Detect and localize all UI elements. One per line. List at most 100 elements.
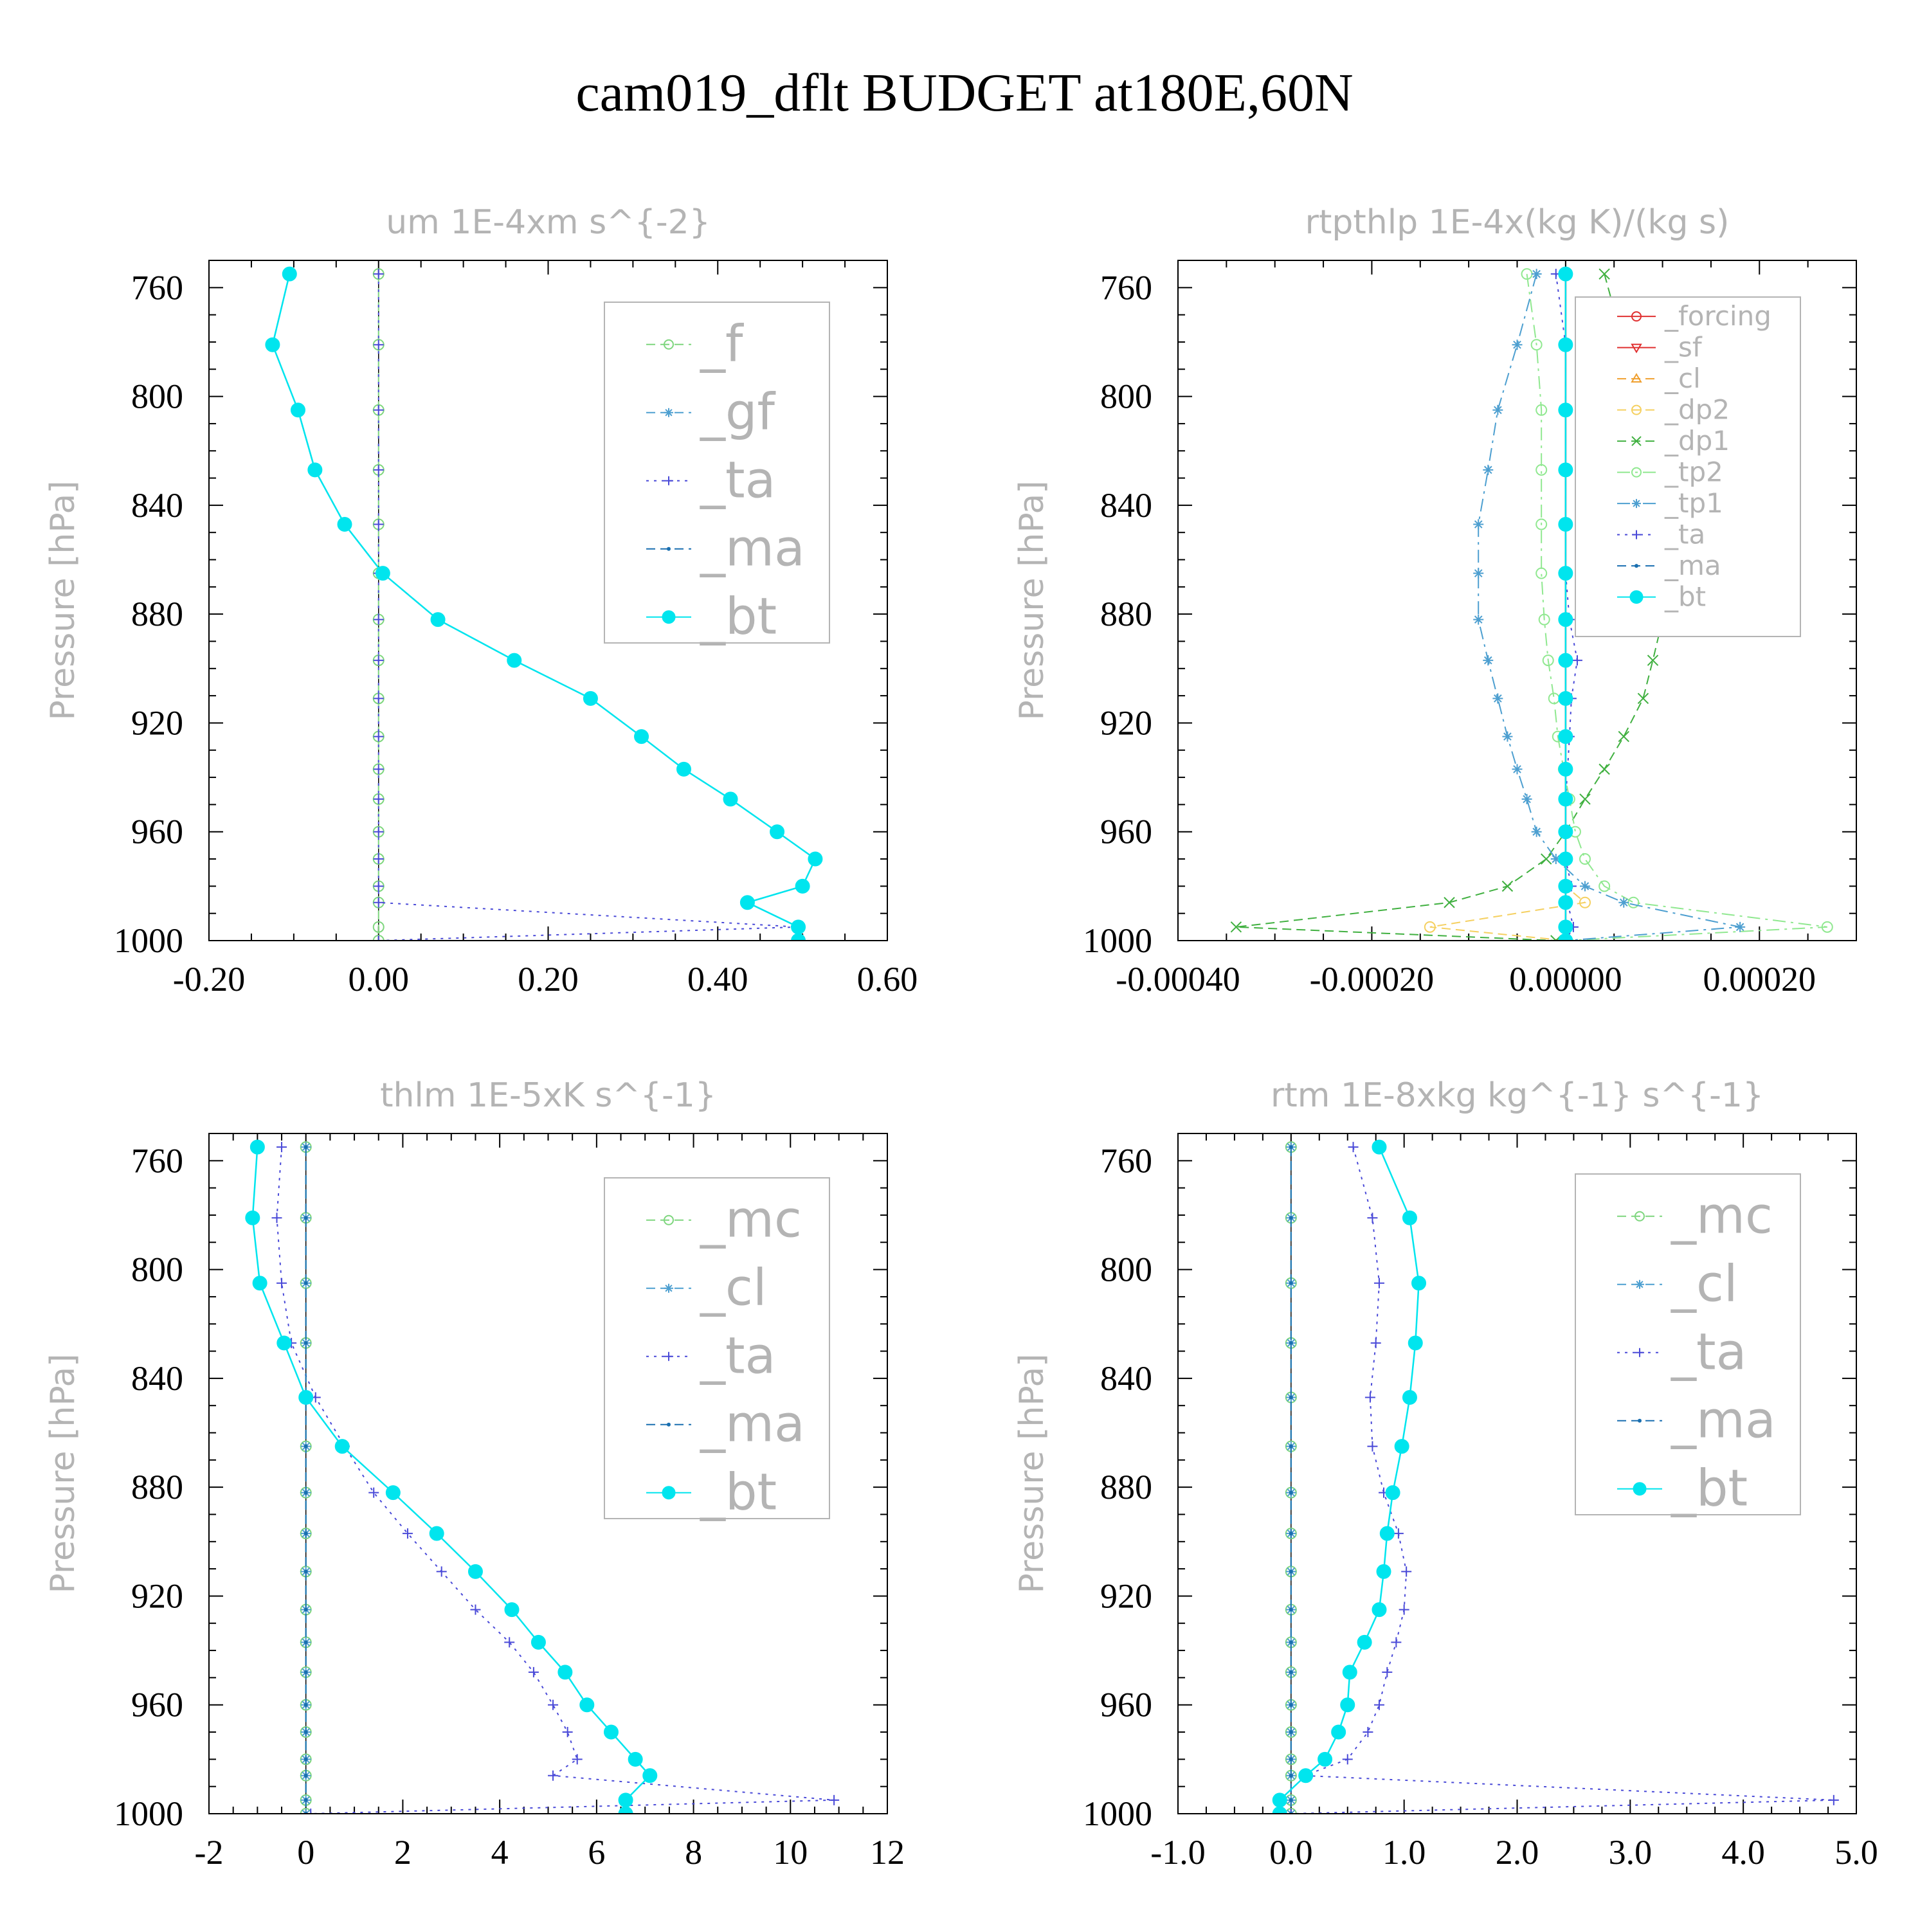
series-line <box>1429 274 1587 941</box>
data-point <box>373 339 384 350</box>
legend-item: _ma <box>1617 550 1721 581</box>
legend-item: _bt <box>1617 1459 1748 1517</box>
legend-item: _ta <box>1617 518 1705 550</box>
data-point <box>557 1665 573 1680</box>
data-point <box>1444 897 1455 908</box>
data-point <box>795 878 810 894</box>
x-tick-label: 4.0 <box>1721 1833 1765 1872</box>
data-point <box>372 921 385 933</box>
y-tick-label: 880 <box>1100 595 1152 633</box>
data-point <box>1411 1276 1427 1291</box>
y-tick-label: 960 <box>1100 1686 1152 1724</box>
data-point <box>1579 793 1591 805</box>
data-point <box>373 404 384 415</box>
y-tick-label: 800 <box>1100 377 1152 416</box>
data-point <box>579 1697 595 1713</box>
legend-label: _ma <box>1664 550 1721 581</box>
legend-box <box>1575 296 1801 637</box>
y-tick-label: 1000 <box>114 1794 183 1833</box>
data-point <box>470 1604 481 1615</box>
data-point <box>1535 567 1548 579</box>
x-tick-label: -0.00040 <box>1116 960 1240 998</box>
plot-area <box>265 266 823 941</box>
data-point <box>1272 1792 1287 1808</box>
x-tick-label: -1.0 <box>1150 1833 1205 1872</box>
x-tick-label: 0.60 <box>857 960 918 998</box>
legend-label: _f <box>700 315 744 373</box>
data-point <box>303 1640 308 1645</box>
legend: _mc _cl _ta _ma _bt <box>1575 1173 1801 1517</box>
data-point <box>1828 1794 1839 1805</box>
data-point <box>507 653 522 668</box>
data-point <box>1512 764 1523 775</box>
legend-item: _dp2 <box>1617 393 1730 425</box>
x-tick-label: -0.20 <box>173 960 245 998</box>
data-point <box>1531 269 1542 280</box>
legend: _forcing_sf_cl_dp2_dp1_tp2_tp1_ta_ma_bt <box>1575 296 1801 637</box>
data-point <box>634 729 649 745</box>
data-point <box>1289 1216 1293 1220</box>
data-point <box>1579 896 1591 908</box>
legend-box <box>604 302 830 644</box>
data-point <box>1379 1526 1395 1541</box>
data-point <box>373 269 384 280</box>
x-tick-label: 2 <box>394 1833 412 1872</box>
data-point <box>791 933 806 941</box>
data-point <box>1542 655 1554 667</box>
data-point <box>504 1637 515 1648</box>
data-point <box>618 1792 633 1808</box>
data-point <box>1558 791 1573 807</box>
series-line <box>276 1147 835 1814</box>
legend-label: _sf <box>1664 331 1703 363</box>
data-point <box>368 1487 379 1498</box>
data-point <box>1501 880 1514 892</box>
data-point <box>1382 1666 1393 1677</box>
data-point <box>1318 1751 1333 1767</box>
legend-label: _ma <box>700 1395 805 1453</box>
data-point <box>1289 1670 1293 1674</box>
legend-label: _bt <box>1664 581 1706 612</box>
data-point <box>1340 1697 1355 1713</box>
data-point <box>1289 1730 1293 1735</box>
x-tick-label: 0.00 <box>349 960 410 998</box>
x-tick-label: 0 <box>297 1833 314 1872</box>
series-line <box>1478 273 1741 941</box>
data-point <box>1473 519 1484 530</box>
data-point <box>1558 653 1573 668</box>
legend-label: _ta <box>700 451 775 509</box>
data-point <box>1367 1213 1378 1223</box>
data-point <box>373 614 384 625</box>
data-point <box>385 1485 401 1501</box>
legend-label: _dp2 <box>1664 393 1730 425</box>
data-point <box>271 1213 282 1223</box>
data-point <box>1618 730 1629 743</box>
legend-label: _ta <box>1664 518 1705 550</box>
data-point <box>373 897 384 908</box>
data-point <box>303 1341 308 1345</box>
legend-item: _ma <box>646 519 805 577</box>
data-point <box>252 1276 267 1291</box>
data-point <box>276 1335 292 1351</box>
x-tick-label: 0.20 <box>518 960 579 998</box>
data-point <box>282 266 297 282</box>
y-tick-label: 760 <box>131 1141 183 1180</box>
y-tick-label: 1000 <box>114 921 183 960</box>
plot-area <box>245 1139 840 1814</box>
data-point <box>245 1210 260 1225</box>
legend-box <box>1575 1173 1801 1515</box>
data-point <box>504 1602 520 1618</box>
legend-label: _cl <box>1664 363 1701 394</box>
data-point <box>1531 826 1542 837</box>
data-point <box>1370 1337 1381 1348</box>
data-point <box>1558 566 1573 581</box>
data-point <box>1637 692 1649 705</box>
data-point <box>1502 731 1513 742</box>
legend-item: _forcing <box>1617 300 1771 332</box>
data-point <box>307 462 323 478</box>
legend-label: _ma <box>700 519 805 577</box>
data-point <box>1289 1757 1293 1762</box>
legend-box <box>604 1177 830 1519</box>
data-point <box>430 612 446 627</box>
x-tick-label: 1.0 <box>1382 1833 1426 1872</box>
